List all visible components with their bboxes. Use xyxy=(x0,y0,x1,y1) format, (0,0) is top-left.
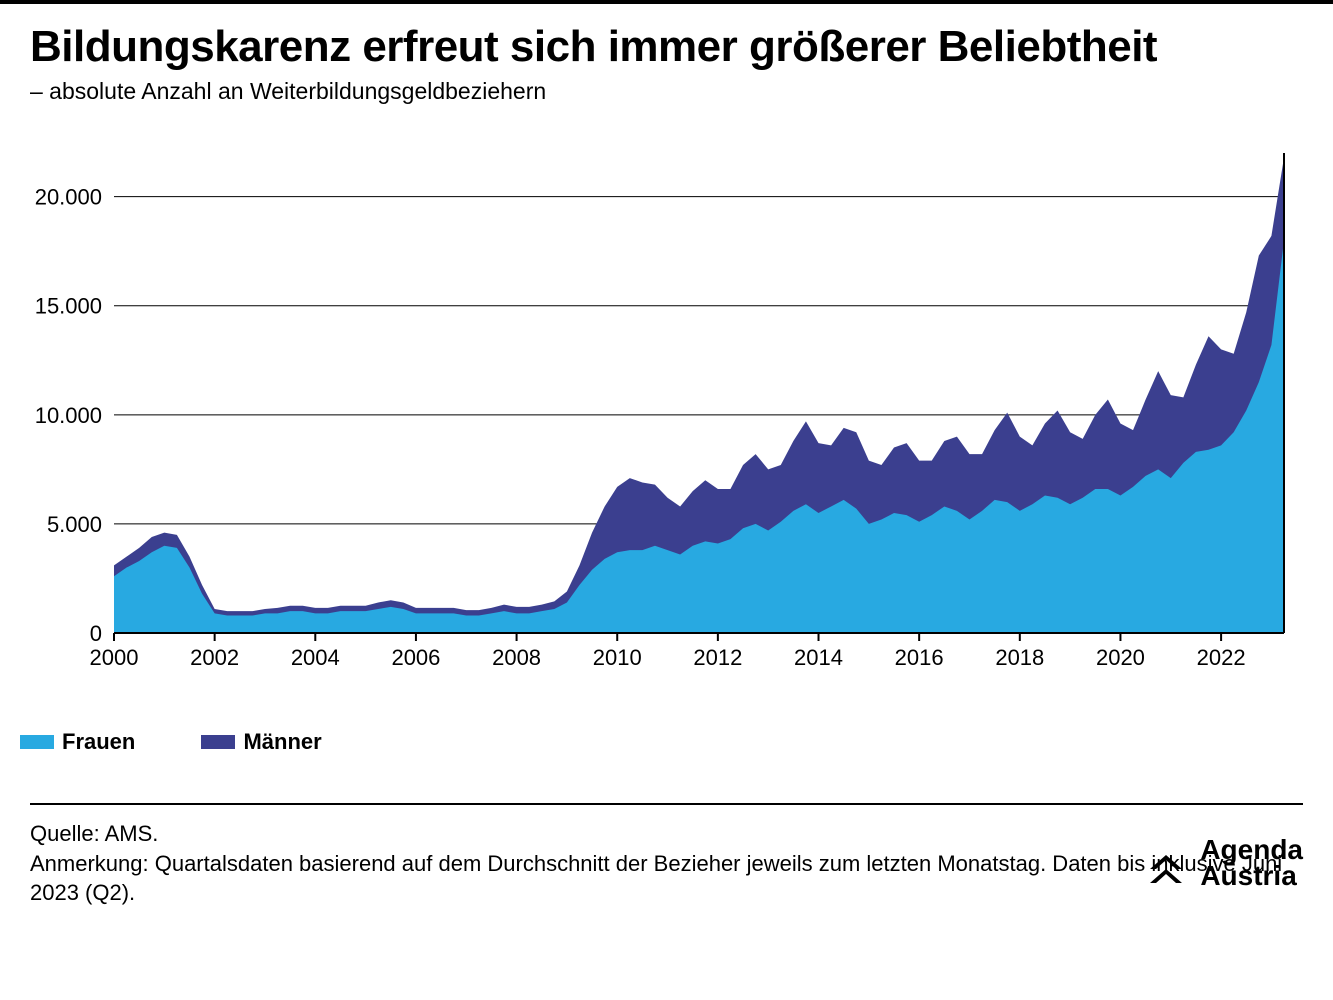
footer-divider xyxy=(30,803,1303,805)
svg-text:15.000: 15.000 xyxy=(35,294,102,319)
note-line: Anmerkung: Quartalsdaten basierend auf d… xyxy=(30,849,1303,908)
chart-subtitle: – absolute Anzahl an Weiterbildungsgeldb… xyxy=(30,78,1303,105)
legend-label-frauen: Frauen xyxy=(62,729,135,755)
chart-title: Bildungskarenz erfreut sich immer größer… xyxy=(30,22,1303,72)
svg-text:2008: 2008 xyxy=(492,645,541,670)
svg-text:2002: 2002 xyxy=(190,645,239,670)
brand-logo: Agenda Austria xyxy=(1142,837,1303,890)
svg-text:2018: 2018 xyxy=(995,645,1044,670)
brand-line2: Austria xyxy=(1200,863,1303,890)
svg-text:2000: 2000 xyxy=(90,645,139,670)
svg-text:2004: 2004 xyxy=(291,645,340,670)
svg-text:5.000: 5.000 xyxy=(47,512,102,537)
stacked-area-chart: 0 5.000 10.000 15.000 20.000 2000 2002 2004 2006… xyxy=(30,133,1303,693)
svg-text:2022: 2022 xyxy=(1197,645,1246,670)
legend-item-frauen: Frauen xyxy=(20,729,165,755)
svg-text:2012: 2012 xyxy=(693,645,742,670)
swatch-frauen xyxy=(20,735,54,749)
brand-line1: Agenda xyxy=(1200,837,1303,864)
legend-label-maenner: Männer xyxy=(243,729,321,755)
legend-item-maenner: Männer xyxy=(201,729,351,755)
svg-text:2016: 2016 xyxy=(895,645,944,670)
svg-text:2014: 2014 xyxy=(794,645,843,670)
svg-text:2010: 2010 xyxy=(593,645,642,670)
svg-text:0: 0 xyxy=(90,621,102,646)
swatch-maenner xyxy=(201,735,235,749)
svg-text:20.000: 20.000 xyxy=(35,185,102,210)
agenda-austria-icon xyxy=(1142,839,1190,887)
svg-text:10.000: 10.000 xyxy=(35,403,102,428)
chart-card: Bildungskarenz erfreut sich immer größer… xyxy=(0,0,1333,1000)
svg-text:2006: 2006 xyxy=(391,645,440,670)
svg-text:2020: 2020 xyxy=(1096,645,1145,670)
legend: Frauen Männer xyxy=(20,729,1303,755)
source-line: Quelle: AMS. xyxy=(30,819,1303,849)
footer: Quelle: AMS. Anmerkung: Quartalsdaten ba… xyxy=(30,819,1303,908)
